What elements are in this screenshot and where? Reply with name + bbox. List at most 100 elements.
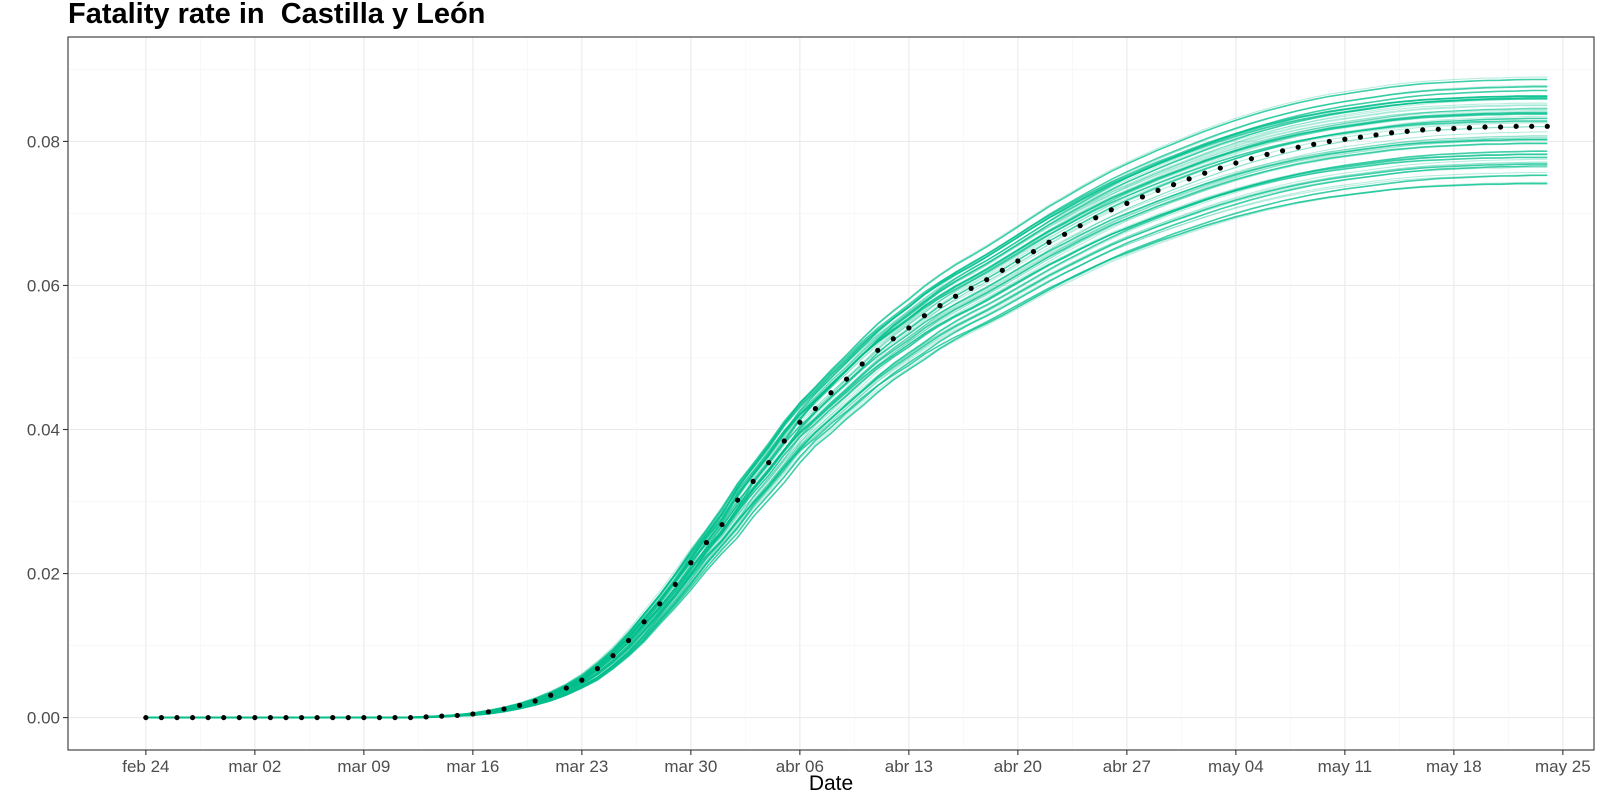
observed-point — [236, 714, 242, 721]
chart-title: Fatality rate in Castilla y León — [68, 0, 486, 30]
simulation-line — [145, 110, 1548, 719]
y-tick-label: 0.02 — [27, 565, 60, 584]
x-tick-label: abr 13 — [885, 757, 933, 776]
x-tick-label: abr 06 — [776, 757, 824, 776]
observed-point — [921, 313, 928, 319]
simulation-line — [145, 125, 1548, 719]
simulation-line — [145, 143, 1548, 719]
observed-point — [330, 714, 336, 721]
y-axis-ticks: 0.00 0.02 0.04 0.06 0.08 — [27, 132, 68, 728]
observed-point — [1217, 165, 1223, 171]
observed-point — [1435, 126, 1441, 132]
simulation-line — [145, 153, 1548, 719]
observed-point — [688, 560, 694, 566]
simulation-line — [145, 78, 1548, 719]
observed-point — [1077, 223, 1083, 229]
observed-point — [283, 714, 289, 721]
observed-point — [174, 714, 180, 721]
observed-point — [797, 419, 803, 425]
observed-point — [407, 714, 414, 721]
x-tick-label: mar 23 — [555, 757, 608, 776]
observed-point — [1357, 134, 1364, 140]
observed-point — [890, 336, 896, 342]
observed-point — [672, 581, 678, 587]
observed-point — [828, 390, 834, 396]
observed-point — [859, 361, 865, 367]
observed-point — [314, 714, 320, 721]
x-tick-label: abr 20 — [994, 757, 1042, 776]
observed-point — [1373, 132, 1379, 138]
observed-point — [1451, 125, 1457, 132]
observed-point — [1124, 200, 1130, 206]
observed-point — [205, 714, 211, 721]
x-axis-title: Date — [809, 772, 853, 795]
observed-point — [1015, 258, 1021, 264]
observed-point — [579, 677, 585, 683]
observed-point — [1529, 123, 1535, 129]
x-tick-label: may 18 — [1426, 757, 1482, 776]
observed-point — [1420, 127, 1426, 133]
observed-point — [625, 637, 632, 644]
observed-point — [361, 714, 367, 721]
observed-point — [1061, 231, 1068, 237]
simulation-line — [145, 165, 1548, 719]
observed-point — [750, 478, 756, 484]
observed-point — [1046, 239, 1052, 245]
observed-point — [766, 460, 772, 466]
observed-point — [1186, 176, 1192, 182]
x-axis-ticks: feb 24 mar 02 mar 09 mar 16 mar 23 mar 30 abr … — [122, 750, 1591, 776]
x-tick-label: abr 27 — [1103, 757, 1151, 776]
x-tick-label: mar 09 — [337, 757, 390, 776]
observed-point — [1482, 124, 1488, 130]
observed-point — [812, 406, 819, 412]
simulation-line — [145, 174, 1548, 719]
observed-point — [1279, 148, 1286, 154]
simulation-line — [145, 181, 1548, 719]
observed-point — [501, 706, 507, 712]
observed-point — [594, 666, 601, 672]
x-tick-label: may 11 — [1318, 757, 1373, 776]
simulation-line — [145, 138, 1548, 719]
observed-point — [719, 521, 725, 528]
observed-point — [984, 277, 990, 283]
observed-point — [1030, 249, 1037, 255]
simulation-line — [145, 172, 1548, 719]
simulation-line — [145, 138, 1548, 719]
simulation-line — [145, 161, 1548, 719]
observed-point — [298, 714, 305, 721]
observed-point — [1513, 123, 1519, 129]
x-tick-label: mar 16 — [446, 757, 499, 776]
observed-point — [470, 711, 476, 717]
y-tick-label: 0.08 — [27, 132, 60, 151]
observed-point — [1093, 215, 1099, 221]
observed-point — [158, 714, 165, 721]
simulation-lines — [145, 76, 1548, 719]
observed-point — [968, 285, 974, 291]
observed-point — [221, 714, 227, 721]
simulation-line — [145, 126, 1548, 719]
observed-point — [641, 619, 647, 625]
observed-point — [875, 347, 881, 353]
simulation-line — [145, 174, 1548, 719]
x-tick-label: may 25 — [1535, 757, 1591, 776]
simulation-line — [145, 158, 1548, 719]
simulation-line — [145, 131, 1548, 719]
simulation-line — [145, 153, 1548, 719]
simulation-line — [145, 156, 1548, 719]
observed-point — [532, 698, 538, 704]
observed-point — [703, 539, 710, 546]
observed-point — [734, 497, 741, 503]
observed-point — [439, 713, 445, 719]
observed-point — [1155, 187, 1161, 194]
observed-point — [1466, 125, 1473, 131]
observed-point — [563, 685, 569, 691]
observed-point — [392, 714, 398, 721]
simulation-line — [145, 113, 1548, 719]
simulation-line — [145, 137, 1548, 719]
observed-point — [1139, 194, 1146, 200]
observed-point — [1497, 124, 1504, 130]
observed-point — [485, 709, 492, 715]
simulation-line — [145, 163, 1548, 719]
observed-point — [423, 714, 429, 720]
